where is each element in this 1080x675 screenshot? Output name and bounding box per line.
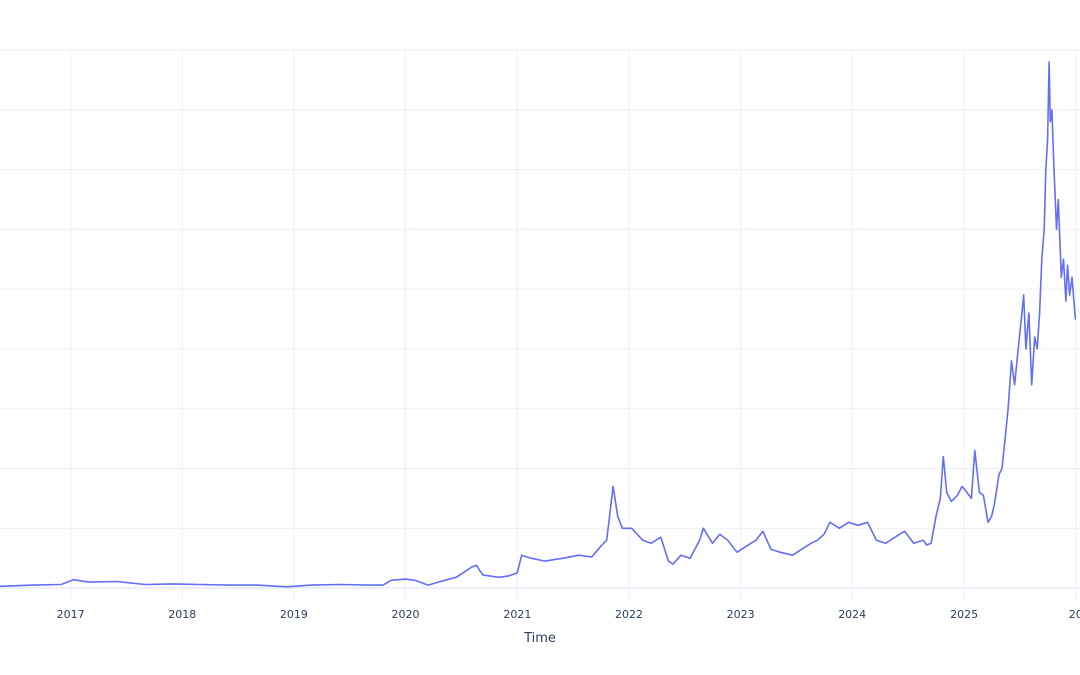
series-line bbox=[0, 61, 1077, 588]
x-tick-label: 2021 bbox=[503, 608, 531, 621]
x-tick-label: 2017 bbox=[57, 608, 85, 621]
x-tick-label: 2025 bbox=[950, 608, 978, 621]
gridlines bbox=[0, 49, 1080, 600]
x-tick-label: 2022 bbox=[615, 608, 643, 621]
x-tick-label: 2018 bbox=[168, 608, 196, 621]
x-axis-title: Time bbox=[523, 631, 556, 646]
series-layer bbox=[0, 61, 1077, 588]
x-tick-label: 2020 bbox=[391, 608, 419, 621]
x-axis-ticks: 2017 2018 2019 2020 2021 2022 2023 2024 2025 20 bbox=[57, 608, 1080, 621]
x-tick-label: 20 bbox=[1069, 608, 1080, 621]
x-tick-label: 2023 bbox=[727, 608, 755, 621]
x-tick-label: 2024 bbox=[838, 608, 866, 621]
x-tick-label: 2019 bbox=[280, 608, 308, 621]
